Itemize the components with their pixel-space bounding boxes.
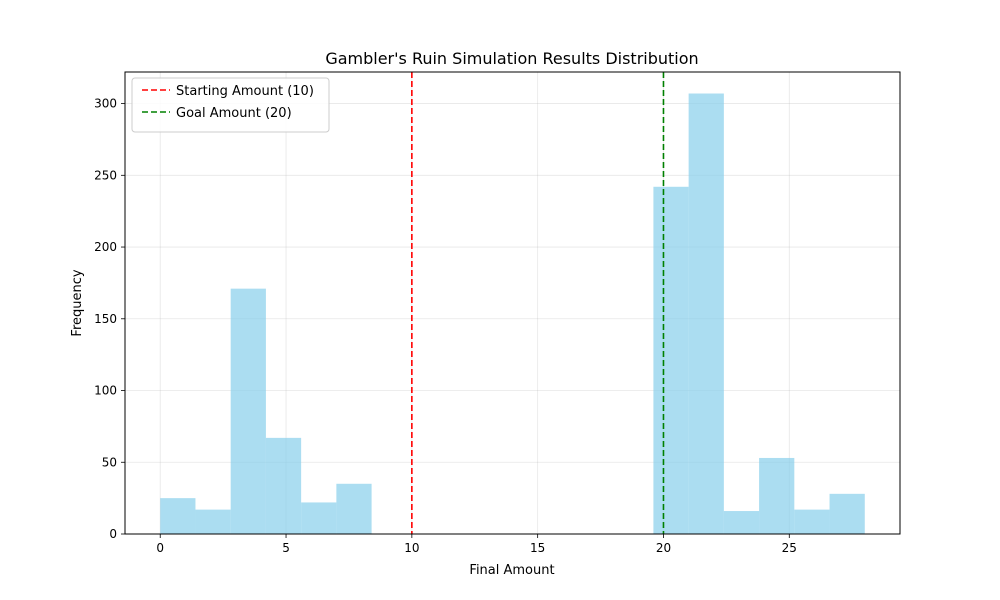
y-tick-label: 200 [94, 240, 117, 254]
legend-label: Starting Amount (10) [176, 84, 314, 99]
histogram-bar [829, 493, 865, 534]
x-tick-label: 10 [404, 541, 419, 555]
y-tick-label: 300 [94, 97, 117, 111]
x-tick-label: 25 [782, 541, 797, 555]
y-tick-label: 50 [102, 455, 117, 469]
x-tick-label: 20 [656, 541, 671, 555]
x-tick-label: 5 [282, 541, 290, 555]
histogram-bar [160, 498, 196, 534]
y-axis-label: Frequency [70, 269, 85, 336]
legend-label: Goal Amount (20) [176, 106, 292, 121]
legend: Starting Amount (10) Goal Amount (20) [131, 77, 330, 133]
histogram-bar [723, 511, 760, 534]
histogram-bar [759, 457, 795, 534]
y-tick-label: 100 [94, 384, 117, 398]
y-tick-label: 0 [109, 527, 117, 541]
y-tick-label: 150 [94, 312, 117, 326]
x-axis-label: Final Amount [469, 563, 554, 578]
reference-lines [411, 72, 665, 534]
plot-frame [124, 71, 901, 535]
chart-title: Gambler's Ruin Simulation Results Distri… [325, 49, 698, 68]
y-tick-label: 250 [94, 168, 117, 182]
histogram-bar [794, 509, 830, 534]
histogram-bar [301, 502, 337, 534]
histogram-bar [230, 288, 266, 534]
histogram-bar [653, 186, 689, 535]
legend-box [131, 77, 330, 133]
bars [160, 93, 865, 535]
y-axis-ticks: 0 50 100 150 200 250 300 [94, 97, 125, 541]
histogram-bar [265, 437, 302, 534]
x-axis-ticks: 0 5 10 15 20 25 [156, 534, 797, 555]
histogram-bar [195, 509, 231, 534]
histogram-bar [688, 93, 724, 535]
histogram-bar [336, 483, 372, 534]
x-tick-label: 15 [530, 541, 545, 555]
x-tick-label: 0 [156, 541, 164, 555]
